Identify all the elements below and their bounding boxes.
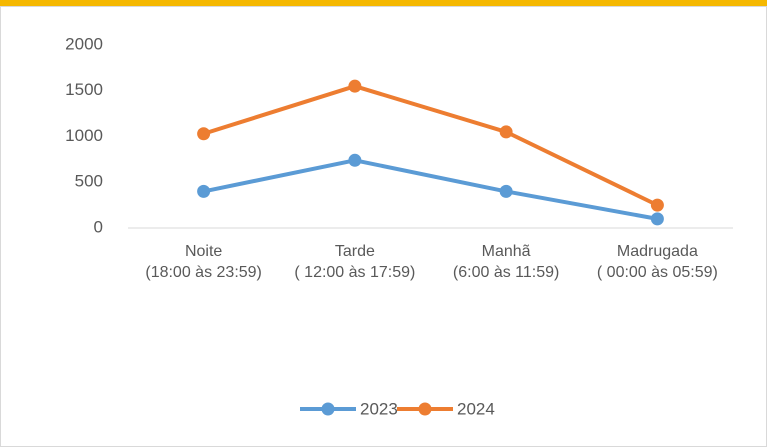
series-line xyxy=(203,158,658,221)
top-bar xyxy=(0,0,767,6)
y-tick-label: 2000 xyxy=(65,34,103,53)
legend-label: 2023 xyxy=(360,399,398,418)
chart-border xyxy=(0,6,767,447)
x-tick-label: Madrugada ( 00:00 às 05:59) xyxy=(596,243,718,281)
legend-marker xyxy=(321,402,335,416)
y-tick-label: 500 xyxy=(75,172,103,191)
point xyxy=(348,79,362,93)
x-tick-label: Noite (18:00 às 23:59) xyxy=(145,243,262,281)
point xyxy=(650,198,664,212)
legend-label: 2024 xyxy=(457,399,495,418)
x-tick-label: Manhã (6:00 às 11:59) xyxy=(452,243,560,281)
point xyxy=(499,184,513,198)
point xyxy=(348,153,362,167)
point xyxy=(197,184,211,198)
point xyxy=(650,212,664,226)
legend-marker xyxy=(418,402,432,416)
point xyxy=(499,125,513,139)
y-tick-label: 1500 xyxy=(65,80,103,99)
x-tick-label: Tarde ( 12:00 às 17:59) xyxy=(294,243,416,281)
series-line xyxy=(203,84,659,207)
y-tick-label: 1000 xyxy=(65,126,103,145)
y-tick-label: 0 xyxy=(94,217,103,236)
point xyxy=(197,127,211,141)
